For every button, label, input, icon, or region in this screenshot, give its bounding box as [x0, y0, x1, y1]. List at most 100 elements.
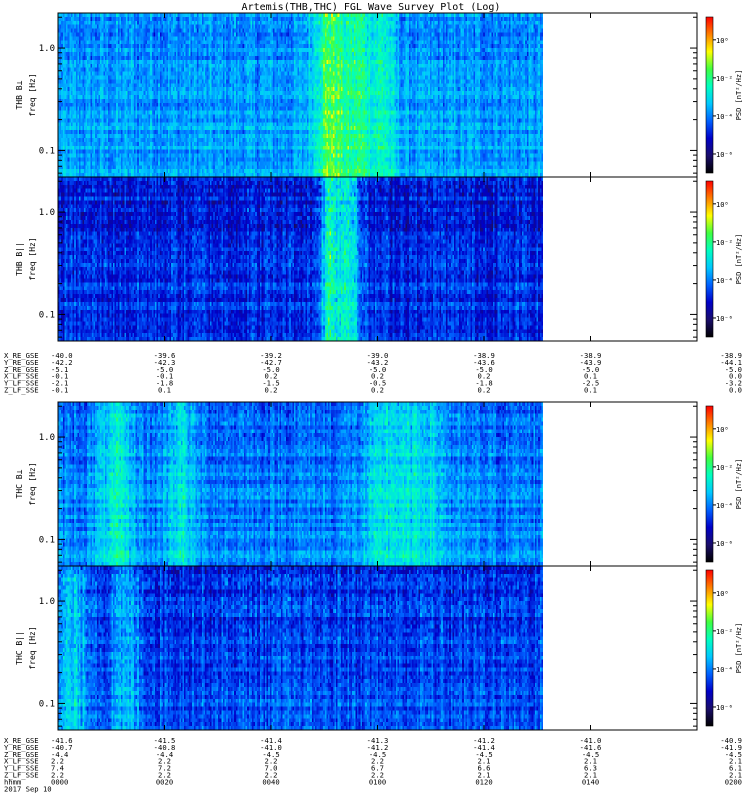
ephemeris-value: -44.1 — [720, 358, 742, 367]
ephemeris-tables: X_RE_GSEY_RE_GSEZ_RE_GSEX_LF_SSEY_LF_SSE… — [4, 351, 742, 793]
ephemeris-value: 2.1 — [478, 757, 491, 766]
colorbar — [705, 405, 714, 563]
panel-label: THC B|| — [15, 631, 24, 665]
ephemeris-value: -4.4 — [51, 750, 68, 759]
colorbar-tick-label: 10⁰ — [716, 201, 729, 209]
ephemeris-row-label: X_RE_GSE — [4, 351, 39, 360]
panel-label: THC B⊥ — [15, 469, 24, 498]
ephemeris-value: -1.8 — [475, 379, 492, 388]
ephemeris-value: 0.2 — [371, 386, 384, 395]
ephemeris-value: -5.0 — [725, 365, 742, 374]
ephemeris-value: 0040 — [262, 777, 279, 786]
ephemeris-value: -41.9 — [720, 743, 742, 752]
ephemeris-value: 2.2 — [51, 757, 64, 766]
colorbar-tick-label: 10⁻² — [716, 464, 733, 472]
ephemeris-value: -43.6 — [473, 358, 495, 367]
colorbar-label: PSD [nT²/Hz] — [735, 70, 743, 121]
ephemeris-row-label: Z_LF_SSE — [4, 771, 39, 780]
ephemeris-value: -40.7 — [51, 743, 73, 752]
ephemeris-value: -39.0 — [367, 351, 389, 360]
ephemeris-value: -5.0 — [262, 365, 279, 374]
ephemeris-value: -5.0 — [475, 365, 492, 374]
ephemeris-value: -41.2 — [367, 743, 389, 752]
ephemeris-value: -4.5 — [262, 750, 279, 759]
colorbar-tick-label: 10⁰ — [716, 37, 729, 45]
ephemeris-value: 7.0 — [265, 764, 278, 773]
ephemeris-value: -41.0 — [260, 743, 282, 752]
ephemeris-value: -38.9 — [580, 351, 602, 360]
ephemeris-value: -1.5 — [262, 379, 279, 388]
colorbar-tick-label: 10⁻⁶ — [716, 151, 733, 159]
spectrogram-panel-3: 1.0 0.1 THC B⊥ freq [Hz] 10⁰ 10⁻² 10⁻⁴ 10⁻⁶ PSD … — [15, 401, 743, 567]
ephemeris-value: -5.0 — [369, 365, 386, 374]
ephemeris-value: 6.7 — [371, 764, 384, 773]
spectrogram-image — [58, 177, 543, 341]
ephemeris-value: -2.5 — [582, 379, 599, 388]
ephemeris-row-label: Z_RE_GSE — [4, 365, 39, 374]
ephemeris-value: -40.0 — [51, 351, 73, 360]
ephemeris-value: 6.1 — [729, 764, 742, 773]
axis-label: freq [Hz] — [28, 462, 37, 505]
ephemeris-value: 2.2 — [371, 757, 384, 766]
colorbar-tick-label: 10⁻⁶ — [716, 540, 733, 548]
ephemeris-value: -2.1 — [51, 379, 68, 388]
ephemeris-value: -41.3 — [367, 736, 389, 745]
ephemeris-row-label: Y_LF_SSE — [4, 379, 39, 388]
y-tick-label: 1.0 — [39, 208, 55, 218]
ephemeris-value: -38.9 — [720, 351, 742, 360]
ephemeris-value: -0.1 — [156, 372, 173, 381]
colorbar-tick-label: 10⁰ — [716, 426, 729, 434]
ephemeris-value: 2.2 — [158, 757, 171, 766]
panel-label: THB B⊥ — [15, 80, 24, 109]
ephemeris-value: 0000 — [51, 777, 68, 786]
ephemeris-value: 0020 — [156, 777, 173, 786]
axis-label: freq [Hz] — [28, 73, 37, 116]
ephemeris-value: -42.2 — [51, 358, 73, 367]
ephemeris-value: -3.2 — [725, 379, 742, 388]
colorbar-tick-label: 10⁻² — [716, 628, 733, 636]
colorbar-tick-label: 10⁻⁴ — [716, 666, 733, 674]
y-tick-label: 1.0 — [39, 44, 55, 54]
colorbar-tick-label: 10⁻⁶ — [716, 315, 733, 323]
ephemeris-value: 0120 — [475, 777, 492, 786]
ephemeris-row-label: X_LF_SSE — [4, 757, 39, 766]
ephemeris-value: 0.1 — [584, 386, 597, 395]
ephemeris-value: -4.5 — [475, 750, 492, 759]
ephemeris-value: 0200 — [725, 777, 742, 786]
ephemeris-value: 2.1 — [478, 771, 491, 780]
ephemeris-value: -4.5 — [725, 750, 742, 759]
ephemeris-value: 0.2 — [265, 386, 278, 395]
colorbar — [705, 569, 714, 727]
ephemeris-value: 2.2 — [371, 771, 384, 780]
spectrogram-panel-4: 1.0 0.1 THC B|| freq [Hz] 10⁰ 10⁻² 10⁻⁴ 10⁻⁶ PSD… — [15, 565, 743, 731]
ephemeris-value: -39.2 — [260, 351, 282, 360]
ephemeris-row-label: Z_LF_SSE — [4, 386, 39, 395]
spectrogram-panels: 1.0 0.1 THB B⊥ freq [Hz] 10⁰ 10⁻² 10⁻⁴ 10⁻⁶ PSD … — [15, 12, 743, 731]
ephemeris-value: 7.4 — [51, 764, 64, 773]
y-tick-label: 1.0 — [39, 597, 55, 607]
y-tick-label: 0.1 — [39, 535, 55, 545]
ephemeris-value: 0.2 — [478, 386, 491, 395]
ephemeris-value: 6.3 — [584, 764, 597, 773]
ephemeris-value: -5.1 — [51, 365, 68, 374]
ephemeris-value: -40.9 — [720, 736, 742, 745]
ephemeris-value: 0100 — [369, 777, 386, 786]
ephemeris-value: -42.7 — [260, 358, 282, 367]
ephemeris-value: -1.8 — [156, 379, 173, 388]
spectrogram-image — [58, 566, 543, 730]
ephemeris-row-label: Y_RE_GSE — [4, 743, 39, 752]
ephemeris-value: -40.8 — [154, 743, 176, 752]
ephemeris-row-label: X_LF_SSE — [4, 372, 39, 381]
ephemeris-value: 0.2 — [265, 372, 278, 381]
ephemeris-value: 2.2 — [265, 771, 278, 780]
ephemeris-value: 7.2 — [158, 764, 171, 773]
ephemeris-value: 0.0 — [729, 372, 742, 381]
ephemeris-value: -39.6 — [154, 351, 176, 360]
ephemeris-value: -41.2 — [473, 736, 495, 745]
ephemeris-value: 2.1 — [729, 757, 742, 766]
colorbar-tick-label: 10⁻² — [716, 239, 733, 247]
ephemeris-value: -41.5 — [154, 736, 176, 745]
ephemeris-row-label: Z_RE_GSE — [4, 750, 39, 759]
ephemeris-row-label: 2017 Sep 10 — [4, 784, 52, 793]
